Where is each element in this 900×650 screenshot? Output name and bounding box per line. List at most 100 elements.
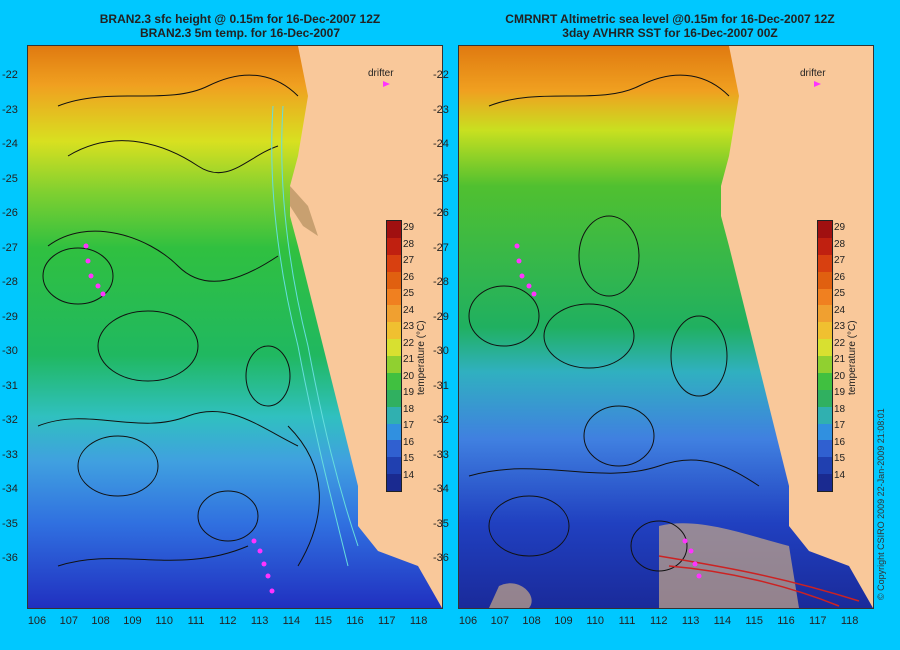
colorbar-segment <box>818 305 832 323</box>
latitude-tick-label: -26 <box>433 207 449 219</box>
colorbar-segment <box>818 440 832 458</box>
latitude-tick-label: -23 <box>2 103 18 116</box>
colorbar-tick-label: 19 <box>403 387 415 398</box>
latitude-tick-label: -30 <box>2 345 18 357</box>
colorbar-segment <box>818 474 832 491</box>
colorbar-tick-label: 26 <box>403 271 415 283</box>
colorbar-segment <box>818 254 832 272</box>
cloud-mask <box>659 523 799 608</box>
colorbar-tick-label: 25 <box>403 288 415 299</box>
colorbar-segment <box>387 356 401 373</box>
colorbar-segment <box>387 288 401 306</box>
colorbar-tick-label: 20 <box>403 370 415 382</box>
drifter-legend-marker <box>383 81 390 87</box>
colorbar-segment <box>387 423 401 441</box>
colorbar-segment <box>387 474 401 491</box>
colorbar-segment <box>818 221 832 238</box>
colorbar-tick-label: 24 <box>403 304 415 316</box>
colorbar-segment <box>818 271 832 289</box>
longitude-tick-label: 109 <box>554 615 573 627</box>
left-colorbar <box>386 220 402 492</box>
left-map-svg <box>28 46 442 608</box>
colorbar-tick-label: 15 <box>403 453 415 464</box>
latitude-tick-label: -29 <box>433 310 449 323</box>
latitude-tick-label: -22 <box>433 69 449 81</box>
longitude-tick-label: 106 <box>27 615 47 627</box>
colorbar-tick-label: 15 <box>834 453 846 464</box>
longitude-tick-label: 107 <box>490 615 509 627</box>
colorbar-tick-label: 16 <box>403 436 415 448</box>
longitude-tick-label: 109 <box>123 615 142 627</box>
colorbar-segment <box>387 372 401 390</box>
colorbar-tick-label: 21 <box>403 354 415 365</box>
latitude-tick-label: -36 <box>2 552 18 564</box>
bathymetry-lines <box>271 105 359 567</box>
latitude-tick-label: -24 <box>2 138 18 150</box>
colorbar-segment <box>387 339 401 356</box>
latitude-tick-label: -25 <box>2 172 18 185</box>
longitude-tick-label: 106 <box>458 615 478 627</box>
longitude-tick-label: 112 <box>650 615 668 627</box>
colorbar-segment <box>818 406 832 424</box>
drifter-legend-marker <box>814 81 821 87</box>
longitude-tick-label: 112 <box>219 615 237 627</box>
colorbar-tick-label: 27 <box>834 255 846 266</box>
right-map-panel <box>458 45 874 609</box>
longitude-tick-label: 111 <box>187 615 205 627</box>
longitude-tick-label: 114 <box>713 615 732 627</box>
colorbar-segment <box>818 322 832 340</box>
latitude-tick-label: -24 <box>433 138 449 150</box>
right-drifter-label: drifter <box>800 68 826 79</box>
latitude-tick-label: -23 <box>433 103 449 116</box>
left-drifter-label: drifter <box>368 68 394 79</box>
latitude-tick-label: -28 <box>2 276 18 288</box>
longitude-tick-label: 115 <box>745 615 763 627</box>
longitude-tick-label: 117 <box>378 615 396 627</box>
longitude-tick-label: 111 <box>618 615 636 627</box>
left-panel-title: BRAN2.3 sfc height @ 0.15m for 16-Dec-20… <box>40 12 440 40</box>
latitude-tick-label: -28 <box>433 276 449 288</box>
latitude-tick-label: -35 <box>433 517 449 530</box>
colorbar-segment <box>818 339 832 356</box>
longitude-tick-label: 113 <box>681 615 700 627</box>
colorbar-tick-label: 26 <box>834 271 846 283</box>
right-colorbar <box>817 220 833 492</box>
colorbar-segment <box>387 322 401 340</box>
longitude-tick-label: 108 <box>522 615 541 627</box>
colorbar-tick-label: 18 <box>403 403 415 415</box>
latitude-tick-label: -25 <box>433 172 449 185</box>
longitude-tick-label: 108 <box>91 615 110 627</box>
cloud-mask-west <box>489 583 532 608</box>
colorbar-tick-label: 18 <box>834 403 846 415</box>
colorbar-tick-label: 19 <box>834 387 846 398</box>
latitude-tick-label: -22 <box>2 69 18 81</box>
latitude-tick-label: -36 <box>433 552 449 564</box>
colorbar-tick-label: 28 <box>834 238 846 250</box>
latitude-tick-label: -34 <box>433 483 449 495</box>
left-colorbar-label: temperature (°C) <box>416 320 427 395</box>
colorbar-segment <box>387 254 401 272</box>
left-title-line2: BRAN2.3 5m temp. for 16-Dec-2007 <box>139 26 341 40</box>
colorbar-segment <box>387 406 401 424</box>
left-title-line1: BRAN2.3 sfc height @ 0.15m for 16-Dec-20… <box>99 12 381 26</box>
copyright-text: © Copyright CSIRO 2009 22-Jan-2009 21:08… <box>876 408 886 600</box>
right-colorbar-label: temperature (°C) <box>847 320 858 395</box>
latitude-tick-label: -31 <box>433 379 449 392</box>
longitude-tick-label: 110 <box>586 615 604 627</box>
colorbar-tick-label: 23 <box>403 321 415 332</box>
colorbar-tick-label: 17 <box>403 420 415 431</box>
colorbar-tick-label: 14 <box>403 469 415 481</box>
latitude-tick-label: -33 <box>433 448 449 461</box>
colorbar-segment <box>818 457 832 475</box>
sea-level-contours <box>468 74 760 572</box>
longitude-tick-label: 115 <box>314 615 332 627</box>
sst-front-lines <box>658 555 860 607</box>
australia-land <box>290 46 442 608</box>
latitude-tick-label: -32 <box>2 414 18 426</box>
colorbar-tick-label: 22 <box>403 337 415 349</box>
colorbar-segment <box>818 288 832 306</box>
colorbar-segment <box>387 271 401 289</box>
longitude-tick-label: 118 <box>409 615 428 627</box>
longitude-tick-label: 114 <box>282 615 301 627</box>
longitude-tick-label: 117 <box>809 615 827 627</box>
